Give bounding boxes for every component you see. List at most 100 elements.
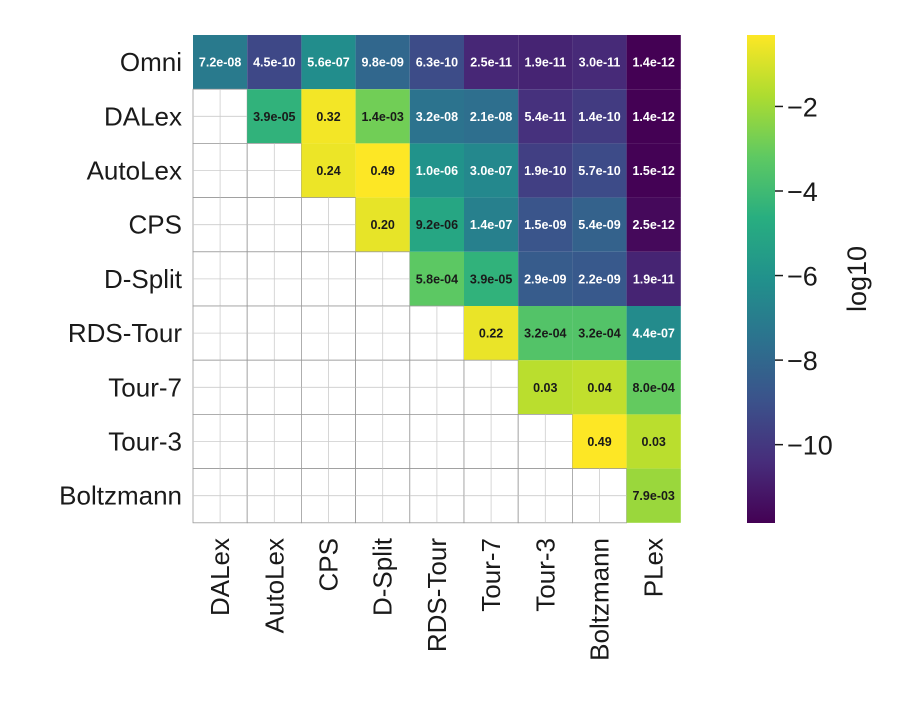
heatmap-cell <box>572 197 627 252</box>
heatmap-cell <box>518 143 573 198</box>
row-label: DALex <box>104 101 182 131</box>
heatmap-cell <box>518 306 573 361</box>
heatmap-cell <box>572 35 627 90</box>
cell-value-label: 3.9e-05 <box>470 272 512 286</box>
cell-value-label: 1.4e-12 <box>632 110 674 124</box>
empty-cell <box>246 197 302 253</box>
cell-value-label: 1.5e-09 <box>524 218 566 232</box>
cell-value-label: 9.2e-06 <box>416 218 458 232</box>
cell-value-label: 0.24 <box>316 164 340 178</box>
heatmap-cell <box>301 35 356 90</box>
empty-cell <box>300 197 356 253</box>
empty-cell <box>300 468 356 524</box>
heatmap-cell <box>518 197 573 252</box>
column-label: PLex <box>639 538 669 597</box>
cell-value-label: 0.20 <box>371 218 395 232</box>
cell-value-label: 0.32 <box>316 110 340 124</box>
heatmap-cell <box>626 251 681 306</box>
empty-cell <box>246 142 302 198</box>
column-label: D-Split <box>368 537 398 616</box>
cell-value-label: 5.6e-07 <box>307 56 349 70</box>
heatmap-cell <box>301 89 356 144</box>
empty-cell <box>463 359 519 415</box>
empty-cell <box>300 251 356 307</box>
cell-value-label: 2.9e-09 <box>524 272 566 286</box>
empty-cell <box>463 468 519 524</box>
cell-value-label: 0.04 <box>587 381 611 395</box>
empty-cell <box>409 468 465 524</box>
empty-cell <box>246 359 302 415</box>
empty-cell <box>572 468 628 524</box>
heatmap-cell <box>247 89 302 144</box>
row-label: AutoLex <box>87 156 182 186</box>
empty-cell <box>192 305 248 361</box>
heatmap-cell <box>355 143 410 198</box>
heatmap-cell <box>464 89 519 144</box>
heatmap-cell <box>355 197 410 252</box>
column-label: AutoLex <box>259 538 289 633</box>
empty-cell <box>192 142 248 198</box>
heatmap-cell <box>464 251 519 306</box>
column-label: Tour-7 <box>476 538 506 612</box>
row-label: RDS-Tour <box>68 318 182 348</box>
empty-cell <box>300 305 356 361</box>
cell-value-label: 1.0e-06 <box>416 164 458 178</box>
heatmap-cell <box>626 35 681 90</box>
cell-value-label: 4.4e-07 <box>632 327 674 341</box>
column-labels: DALex AutoLex CPS D-Split RDS-Tour Tour-7 Tour… <box>205 537 669 661</box>
empty-cell <box>409 413 465 469</box>
heatmap-cell <box>626 197 681 252</box>
heatmap-cell <box>409 197 464 252</box>
column-label: Tour-3 <box>530 538 560 612</box>
heatmap-cell <box>464 35 519 90</box>
cell-value-label: 9.8e-09 <box>361 56 403 70</box>
cell-value-label: 0.03 <box>533 381 557 395</box>
empty-cell <box>355 359 411 415</box>
empty-cell <box>192 197 248 253</box>
row-label: D-Split <box>104 264 183 294</box>
cell-value-label: 4.5e-10 <box>253 56 295 70</box>
heatmap-cell <box>626 143 681 198</box>
cell-value-label: 3.2e-04 <box>578 327 620 341</box>
colorbar-tick-label: −8 <box>787 346 818 376</box>
row-labels: Omni DALex AutoLex CPS D-Split RDS-Tour Tour-7… <box>59 47 183 511</box>
cell-value-label: 0.03 <box>642 435 666 449</box>
empty-cell <box>246 468 302 524</box>
cell-value-label: 2.1e-08 <box>470 110 512 124</box>
colorbar-gradient <box>747 35 775 523</box>
heatmap-cell <box>518 89 573 144</box>
heatmap-cell <box>409 35 464 90</box>
row-label: Omni <box>120 47 182 77</box>
heatmap-cell <box>518 35 573 90</box>
heatmap-cells: 7.2e-08 4.5e-10 5.6e-07 9.8e-09 6.3e-10 2.5e-… <box>192 35 681 524</box>
cell-value-label: 1.4e-07 <box>470 218 512 232</box>
empty-cell <box>355 468 411 524</box>
heatmap-cell <box>247 35 302 90</box>
heatmap-cell <box>626 468 681 523</box>
empty-cell <box>192 359 248 415</box>
cell-value-label: 0.49 <box>587 435 611 449</box>
heatmap-cell <box>518 360 573 415</box>
row-label: Boltzmann <box>59 481 182 511</box>
empty-cell <box>355 251 411 307</box>
cell-value-label: 1.4e-03 <box>361 110 403 124</box>
heatmap-cell <box>626 89 681 144</box>
heatmap-cell <box>626 360 681 415</box>
cell-value-label: 5.4e-11 <box>524 110 566 124</box>
heatmap-cell <box>409 89 464 144</box>
empty-cell <box>192 88 248 144</box>
cell-value-label: 3.2e-04 <box>524 327 566 341</box>
empty-cell <box>355 413 411 469</box>
empty-cell <box>192 413 248 469</box>
heatmap-cell <box>572 143 627 198</box>
heatmap-cell <box>355 89 410 144</box>
column-label: Boltzmann <box>585 538 615 661</box>
heatmap-cell <box>572 251 627 306</box>
heatmap-cell <box>518 251 573 306</box>
empty-cell <box>409 359 465 415</box>
cell-value-label: 1.4e-12 <box>632 56 674 70</box>
heatmap-cell <box>626 414 681 469</box>
heatmap-cell <box>572 306 627 361</box>
heatmap-cell <box>409 143 464 198</box>
